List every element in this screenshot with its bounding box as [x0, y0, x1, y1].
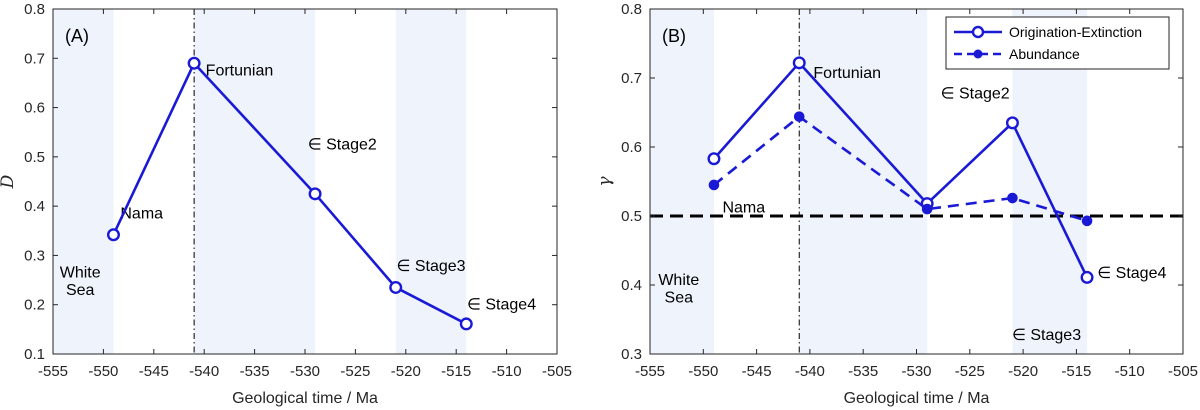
- x-tick-label: -530: [901, 363, 931, 380]
- x-tick-label: -520: [1008, 363, 1038, 380]
- x-tick-label: -540: [189, 363, 219, 380]
- y-tick-label: 0.8: [621, 1, 642, 18]
- legend-label: Origination-Extinction: [1009, 24, 1142, 40]
- panel-b: -555 -550 -545 -540 -535 -530 -525 -520 -515 -510…: [595, 1, 1198, 407]
- stage-annotation: Nama: [722, 200, 765, 217]
- data-point: [707, 152, 721, 166]
- y-axis-label: D: [0, 174, 18, 189]
- stage-annotation: Nama: [120, 205, 163, 222]
- y-tick-label: 0.5: [24, 149, 45, 166]
- x-axis-label: Geological time / Ma: [844, 390, 990, 407]
- x-tick-label: -510: [492, 363, 522, 380]
- stage-annotation: ∈ Stage2: [308, 136, 377, 153]
- x-tick-label: -535: [240, 363, 270, 380]
- data-point: [459, 317, 473, 331]
- y-tick-label: 0.8: [24, 1, 45, 18]
- data-point: [389, 280, 403, 294]
- panel-a: -555 -550 -545 -540 -535 -530 -525 -520 -515 -510…: [0, 1, 572, 407]
- y-tick-label: 0.5: [621, 208, 642, 225]
- stage-annotation: Fortunian: [206, 63, 274, 80]
- x-tick-label: -515: [441, 363, 471, 380]
- y-tick-label: 0.2: [24, 297, 45, 314]
- y-tick-label: 0.4: [621, 277, 642, 294]
- stage-annotation: Fortunian: [813, 65, 881, 82]
- y-tick-label: 0.6: [621, 139, 642, 156]
- x-tick-label: -540: [795, 363, 825, 380]
- x-tick-label: -525: [340, 363, 370, 380]
- data-point: [1081, 215, 1093, 227]
- x-tick-label: -555: [635, 363, 665, 380]
- y-tick-label: 0.1: [24, 346, 45, 363]
- legend-marker: [973, 49, 983, 59]
- legend-marker: [971, 25, 985, 39]
- x-tick-label: -530: [290, 363, 320, 380]
- y-tick-label: 0.7: [621, 70, 642, 87]
- panel-tag: (A): [65, 26, 89, 46]
- x-tick-label: -550: [688, 363, 718, 380]
- x-tick-label: -520: [391, 363, 421, 380]
- shaded-interval: [650, 9, 714, 354]
- stage-annotation: Sea: [665, 289, 694, 306]
- data-point: [1005, 116, 1019, 130]
- shaded-interval: [395, 9, 467, 354]
- y-tick-label: 0.4: [24, 198, 45, 215]
- data-point: [1007, 192, 1018, 204]
- data-point: [308, 187, 322, 201]
- stage-annotation: White: [60, 265, 101, 282]
- y-tick-label: 0.7: [24, 50, 45, 67]
- data-point: [921, 203, 933, 215]
- x-tick-label: -550: [88, 363, 118, 380]
- x-tick-label: -555: [38, 363, 68, 380]
- panel-tag: (B): [662, 26, 686, 46]
- data-point: [708, 179, 720, 191]
- series-line: [713, 115, 1088, 223]
- y-tick-label: 0.3: [621, 346, 642, 363]
- x-tick-label: -515: [1061, 363, 1091, 380]
- shaded-interval: [194, 9, 316, 354]
- data-point: [1080, 270, 1094, 284]
- shaded-interval: [53, 9, 114, 354]
- x-tick-label: -505: [542, 363, 572, 380]
- stage-annotation: Sea: [66, 282, 95, 299]
- stage-annotation: ∈ Stage3: [1012, 327, 1081, 344]
- x-tick-label: -535: [848, 363, 878, 380]
- data-point: [106, 228, 120, 242]
- legend-label: Abundance: [1009, 46, 1080, 62]
- stage-annotation: ∈ Stage2: [941, 86, 1010, 103]
- x-tick-label: -545: [742, 363, 772, 380]
- stage-annotation: ∈ Stage3: [396, 258, 465, 275]
- y-tick-label: 0.6: [24, 100, 45, 117]
- stage-annotation: ∈ Stage4: [1097, 265, 1166, 282]
- x-axis-label: Geological time / Ma: [232, 390, 378, 407]
- y-tick-label: 0.3: [24, 247, 45, 264]
- data-point: [187, 56, 201, 70]
- stage-annotation: ∈ Stage4: [467, 297, 536, 314]
- x-tick-label: -545: [139, 363, 169, 380]
- data-point: [792, 56, 806, 70]
- legend-box: [945, 16, 1170, 70]
- legend: Origination-Extinction Abundance: [945, 16, 1170, 70]
- y-axis-label: γ: [595, 176, 615, 187]
- stage-annotation: White: [658, 272, 699, 289]
- data-point: [793, 111, 805, 122]
- x-tick-label: -525: [955, 363, 985, 380]
- x-tick-label: -510: [1115, 363, 1145, 380]
- x-tick-label: -505: [1168, 363, 1198, 380]
